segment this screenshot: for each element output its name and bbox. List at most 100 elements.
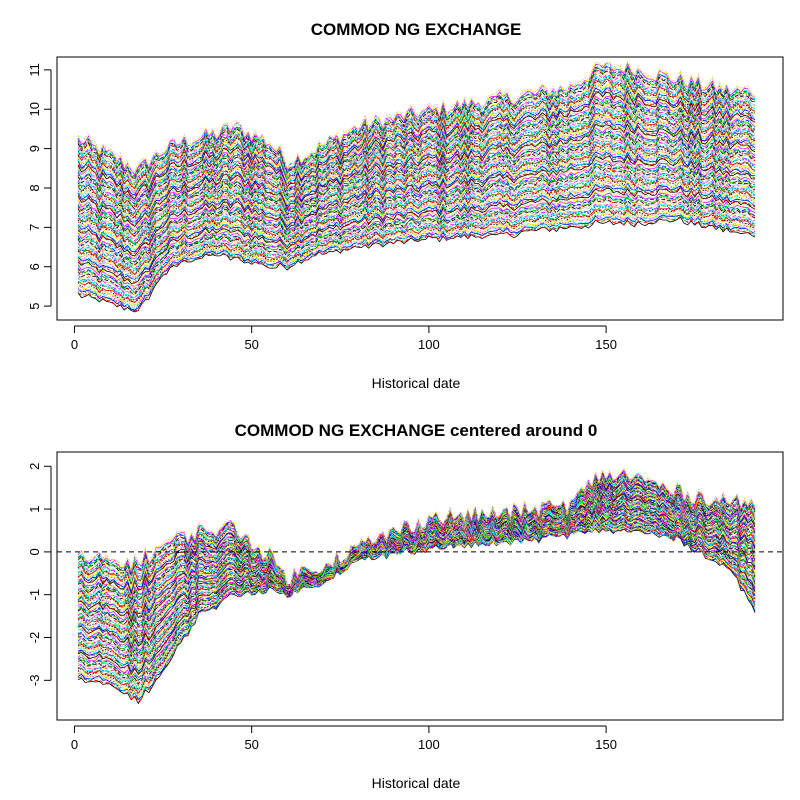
series-line bbox=[77, 110, 756, 218]
series-line bbox=[77, 486, 756, 614]
series-line bbox=[77, 71, 756, 184]
series-line bbox=[77, 129, 756, 235]
series-line bbox=[77, 205, 755, 302]
series-line bbox=[77, 151, 756, 253]
series-line bbox=[77, 518, 756, 681]
y-tick-label: -1 bbox=[27, 589, 42, 601]
series-line bbox=[77, 160, 756, 261]
series-line bbox=[77, 147, 756, 251]
series-line bbox=[77, 108, 756, 217]
series-line bbox=[77, 65, 756, 178]
series-line bbox=[77, 185, 756, 283]
x-tick-label: 0 bbox=[71, 737, 78, 752]
y-tick-label: 0 bbox=[27, 548, 42, 555]
y-tick-label: 5 bbox=[27, 302, 42, 309]
series-line bbox=[77, 207, 756, 304]
series-line bbox=[77, 214, 756, 312]
series-line bbox=[77, 97, 756, 207]
series-line bbox=[77, 181, 756, 281]
x-tick-label: 0 bbox=[71, 337, 78, 352]
series-line bbox=[77, 496, 756, 631]
series-line bbox=[77, 498, 756, 639]
series-line bbox=[77, 102, 756, 211]
series-line bbox=[77, 76, 756, 188]
series-line bbox=[77, 175, 755, 276]
series-line bbox=[77, 116, 756, 223]
series-line bbox=[77, 480, 756, 599]
series-line bbox=[77, 216, 756, 313]
series-line bbox=[77, 512, 756, 670]
series-line bbox=[77, 163, 756, 263]
series-line bbox=[77, 87, 756, 197]
series-line bbox=[77, 194, 756, 290]
x-tick-label: 50 bbox=[244, 337, 258, 352]
series-line bbox=[77, 210, 756, 307]
series-line bbox=[77, 111, 756, 219]
series-line bbox=[77, 146, 756, 251]
series-line bbox=[77, 62, 756, 175]
x-axis-label: Historical date bbox=[372, 375, 461, 391]
series-line bbox=[77, 120, 756, 226]
y-tick-label: 7 bbox=[27, 224, 42, 231]
series-line bbox=[77, 187, 756, 287]
series-line bbox=[77, 495, 756, 631]
series-line bbox=[77, 123, 756, 227]
series-line bbox=[77, 97, 756, 205]
series-line bbox=[77, 60, 756, 173]
series-group bbox=[77, 60, 756, 313]
series-line bbox=[77, 191, 756, 288]
series-line bbox=[77, 208, 756, 303]
series-line bbox=[77, 145, 756, 248]
series-line bbox=[77, 195, 756, 293]
series-line bbox=[77, 209, 756, 306]
series-line bbox=[77, 502, 756, 648]
x-tick-label: 100 bbox=[418, 737, 440, 752]
series-line bbox=[77, 467, 756, 586]
series-line bbox=[77, 210, 756, 307]
series-line bbox=[77, 95, 756, 203]
series-line bbox=[77, 143, 756, 246]
panel-bottom: COMMOD NG EXCHANGE centered around 0 0 50… bbox=[27, 421, 784, 791]
plot-frame bbox=[56, 451, 784, 721]
series-line bbox=[77, 164, 756, 265]
series-line bbox=[77, 119, 756, 226]
series-line bbox=[77, 65, 756, 177]
series-line bbox=[77, 67, 756, 180]
series-line bbox=[77, 521, 756, 691]
series-line bbox=[77, 161, 756, 263]
axes: 0 50 100 150 -3 -2 -1 0 1 2 bbox=[27, 463, 617, 752]
x-tick-label: 150 bbox=[595, 737, 617, 752]
series-line bbox=[77, 159, 756, 259]
series-line bbox=[77, 142, 756, 246]
y-tick-label: 9 bbox=[27, 145, 42, 152]
series-line bbox=[77, 477, 756, 588]
series-line bbox=[77, 198, 756, 296]
x-tick-label: 100 bbox=[418, 337, 440, 352]
x-axis-label: Historical date bbox=[372, 775, 461, 791]
y-tick-label: -3 bbox=[27, 675, 42, 687]
chart-title: COMMOD NG EXCHANGE bbox=[311, 20, 522, 39]
series-line bbox=[77, 134, 756, 238]
series-line bbox=[77, 214, 756, 311]
series-line bbox=[77, 139, 756, 244]
series-line bbox=[77, 192, 756, 289]
series-line bbox=[77, 117, 756, 224]
y-tick-label: 2 bbox=[27, 463, 42, 470]
series-line bbox=[77, 473, 756, 587]
y-tick-label: 6 bbox=[27, 263, 42, 270]
series-group bbox=[77, 467, 756, 705]
series-line bbox=[77, 514, 756, 676]
series-line bbox=[77, 126, 756, 232]
x-tick-label: 150 bbox=[595, 337, 617, 352]
series-line bbox=[77, 85, 756, 196]
y-tick-label: 11 bbox=[27, 63, 42, 77]
series-line bbox=[77, 141, 756, 246]
series-line bbox=[77, 77, 756, 190]
series-line bbox=[77, 157, 756, 259]
axes: 0 50 100 150 5 6 7 8 9 10 11 bbox=[27, 63, 617, 352]
series-line bbox=[77, 89, 756, 200]
series-line bbox=[77, 83, 756, 194]
series-line bbox=[77, 177, 756, 276]
series-line bbox=[77, 131, 756, 234]
